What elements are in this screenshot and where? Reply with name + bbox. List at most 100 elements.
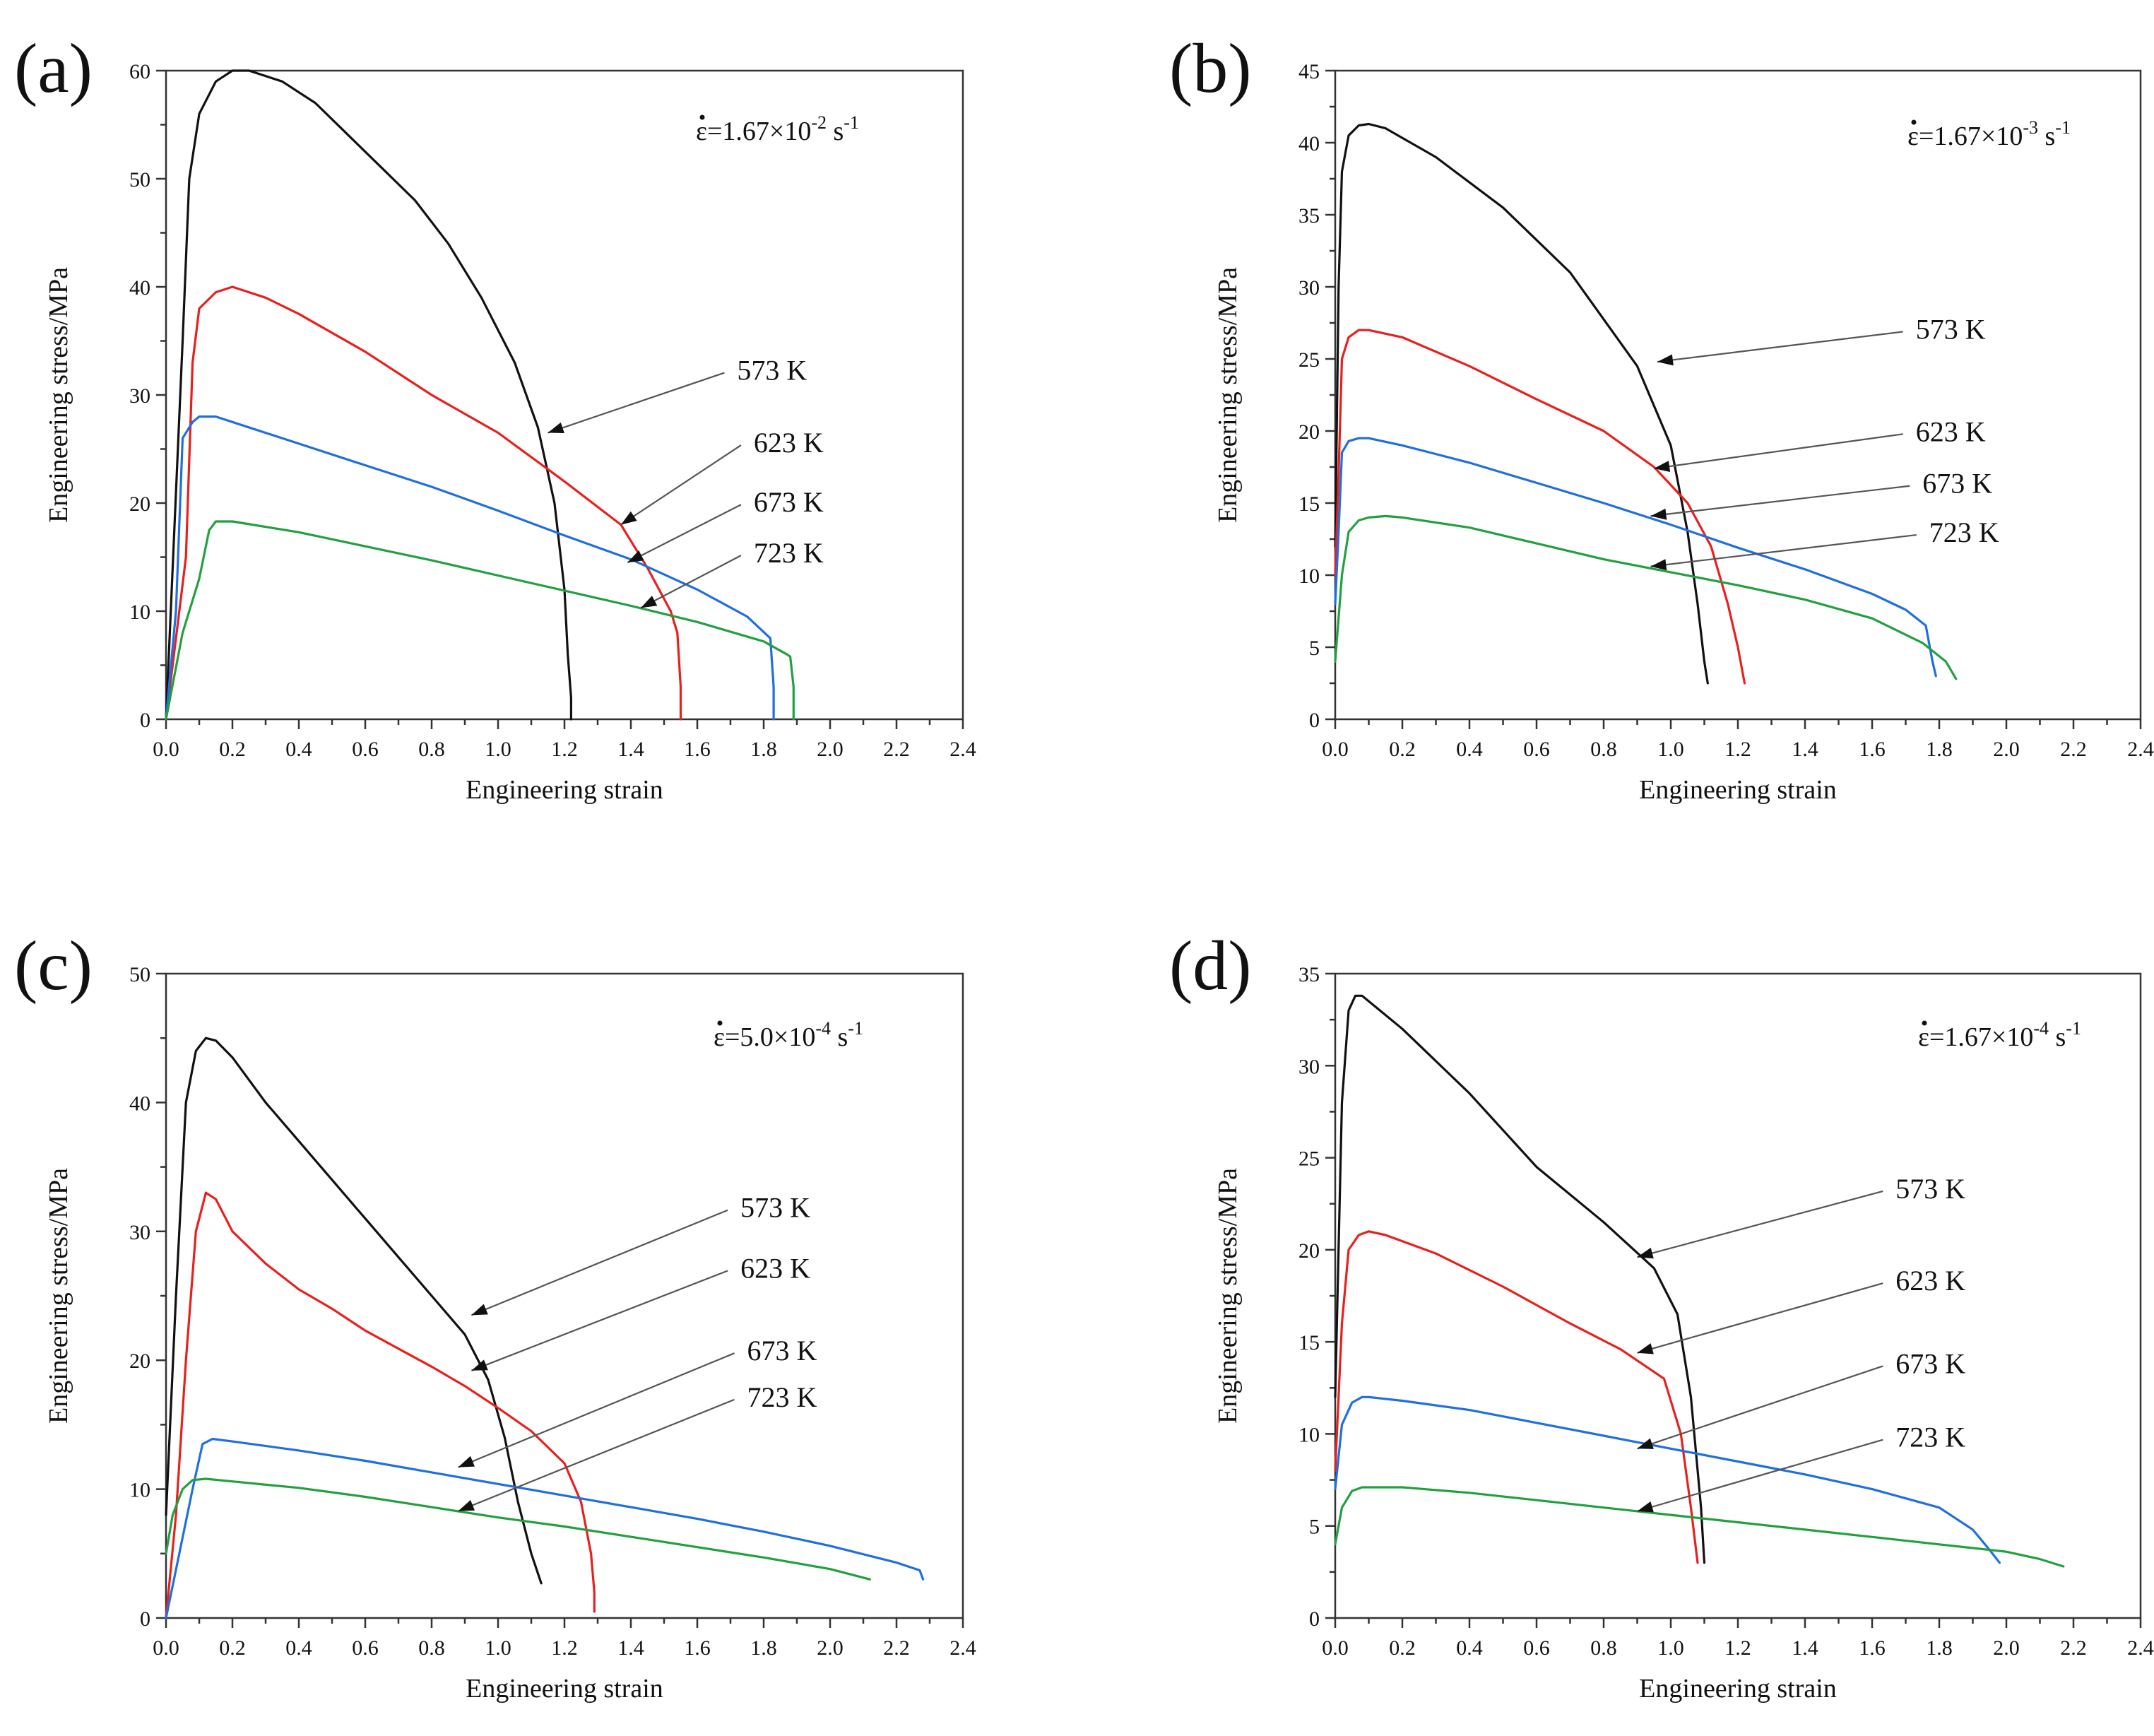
x-tick-label: 0.0 — [1322, 738, 1349, 761]
temperature-label: 723 K — [747, 1381, 817, 1413]
series-line-723k — [165, 520, 795, 721]
temperature-label: 723 K — [1929, 516, 1999, 548]
temperature-label: 573 K — [737, 355, 807, 386]
x-tick-label: 1.4 — [617, 1636, 644, 1660]
y-tick-label: 20 — [129, 492, 150, 516]
strain-rate-unit-exponent: -1 — [2066, 1018, 2081, 1039]
strain-rate-exponent: -4 — [2033, 1018, 2049, 1039]
temperature-label: 623 K — [754, 427, 824, 459]
annotation-arrowhead — [1654, 461, 1671, 472]
annotation-leader — [458, 1398, 735, 1512]
annotation-leader — [1654, 433, 1903, 470]
y-tick-label: 25 — [1298, 1147, 1320, 1171]
x-tick-label: 0.6 — [1523, 1636, 1550, 1660]
y-tick-label: 50 — [129, 963, 150, 986]
x-tick-label: 1.4 — [1792, 738, 1818, 761]
strain-rate-unit-exponent: -1 — [2055, 117, 2071, 138]
x-tick-label: 1.4 — [617, 738, 644, 761]
x-tick-label: 1.6 — [684, 1636, 711, 1660]
epsilon-dot-icon — [699, 114, 705, 120]
strain-rate-unit: s — [827, 117, 844, 146]
annotation-leader — [1637, 1282, 1883, 1354]
annotation-leader — [1637, 1439, 1883, 1512]
annotation-arrowhead — [627, 550, 644, 563]
x-tick-label: 1.6 — [1859, 1636, 1886, 1660]
annotation-leader — [1657, 331, 1903, 363]
annotation-leader — [1637, 1365, 1883, 1450]
series-line-673k — [1334, 437, 1937, 678]
annotation-leader — [627, 504, 742, 564]
y-tick-label: 15 — [1298, 492, 1320, 516]
x-tick-label: 2.0 — [817, 738, 844, 761]
strain-rate-exponent: -2 — [811, 112, 827, 133]
y-tick-label: 30 — [129, 384, 150, 408]
series-line-573k — [165, 1037, 543, 1585]
x-tick-label: 2.4 — [949, 1636, 976, 1660]
strain-rate-unit-exponent: -1 — [848, 1018, 863, 1039]
plot-frame — [165, 972, 964, 1619]
y-tick-label: 25 — [1298, 348, 1320, 372]
series-line-723k — [165, 1477, 871, 1581]
x-tick-label: 0.4 — [285, 1636, 312, 1660]
annotation-leader — [471, 1209, 728, 1316]
temperature-label: 623 K — [1916, 415, 1986, 447]
y-axis-title: Engineering stress/MPa — [44, 1168, 73, 1424]
x-tick-label: 2.0 — [1993, 738, 2020, 761]
x-tick-label: 0.0 — [153, 738, 179, 761]
strain-rate-prefix: ε=1.67×10 — [696, 117, 811, 146]
x-tick-label: 2.0 — [1993, 1636, 2020, 1660]
y-tick-label: 20 — [129, 1350, 150, 1373]
annotation-arrowhead — [1657, 354, 1674, 366]
y-tick-label: 35 — [1298, 204, 1320, 228]
x-tick-label: 2.4 — [949, 738, 976, 761]
x-axis-title: Engineering strain — [1639, 775, 1837, 805]
x-tick-label: 1.8 — [750, 738, 777, 761]
strain-rate-label: ε=1.67×10-2 s-1 — [696, 112, 859, 146]
temperature-label: 673 K — [754, 486, 824, 518]
annotation-arrowhead — [1650, 559, 1667, 571]
x-tick-label: 0.6 — [352, 1636, 379, 1660]
strain-rate-unit: s — [2038, 122, 2055, 151]
series-line-623k — [1334, 1230, 1699, 1564]
x-tick-label: 2.2 — [883, 738, 910, 761]
chart-panel-b: (b) 0.0 0.2 0.4 0.6 0.8 1.0 1.2 1.4 1.6 1.8 2.0 2.2 2… — [1169, 29, 2154, 805]
x-tick-label: 0.2 — [1389, 1636, 1416, 1660]
y-axis-title: Engineering stress/MPa — [44, 267, 73, 523]
x-tick-label: 1.0 — [485, 1636, 511, 1660]
annotation-arrowhead — [458, 1499, 475, 1511]
series-line-573k — [1334, 122, 1709, 685]
strain-rate-unit: s — [2049, 1022, 2066, 1052]
y-tick-label: 40 — [129, 1092, 150, 1115]
panel-label: (d) — [1169, 926, 1252, 1005]
x-tick-label: 2.0 — [817, 1636, 844, 1660]
temperature-label: 623 K — [740, 1252, 810, 1284]
x-tick-label: 2.4 — [2127, 1636, 2154, 1660]
temperature-label: 573 K — [740, 1192, 810, 1224]
y-tick-label: 5 — [1309, 1516, 1320, 1539]
strain-rate-exponent: -4 — [815, 1018, 831, 1039]
annotation-leader — [471, 1270, 728, 1371]
y-tick-label: 0 — [140, 1607, 150, 1631]
annotation-leader — [1650, 485, 1910, 517]
x-tick-label: 1.6 — [684, 738, 711, 761]
temperature-label: 723 K — [754, 537, 824, 569]
x-tick-label: 0.2 — [219, 1636, 246, 1660]
x-tick-label: 2.2 — [883, 1636, 910, 1660]
series-line-673k — [165, 1437, 925, 1619]
temperature-label: 573 K — [1895, 1173, 1965, 1205]
annotation-arrowhead — [620, 511, 637, 525]
panel-label: (c) — [14, 926, 93, 1005]
temperature-label: 673 K — [1922, 468, 1992, 500]
x-tick-label: 1.2 — [551, 1636, 578, 1660]
x-tick-label: 1.6 — [1859, 738, 1886, 761]
x-tick-label: 0.6 — [1523, 738, 1550, 761]
series-line-623k — [165, 1191, 596, 1619]
series-line-623k — [1334, 329, 1746, 685]
strain-rate-unit: s — [831, 1022, 848, 1052]
annotation-leader — [548, 372, 725, 434]
strain-rate-exponent: -3 — [2023, 117, 2038, 138]
y-axis-title: Engineering stress/MPa — [1213, 267, 1243, 523]
y-tick-label: 10 — [1298, 1423, 1320, 1446]
y-tick-label: 60 — [129, 60, 150, 83]
